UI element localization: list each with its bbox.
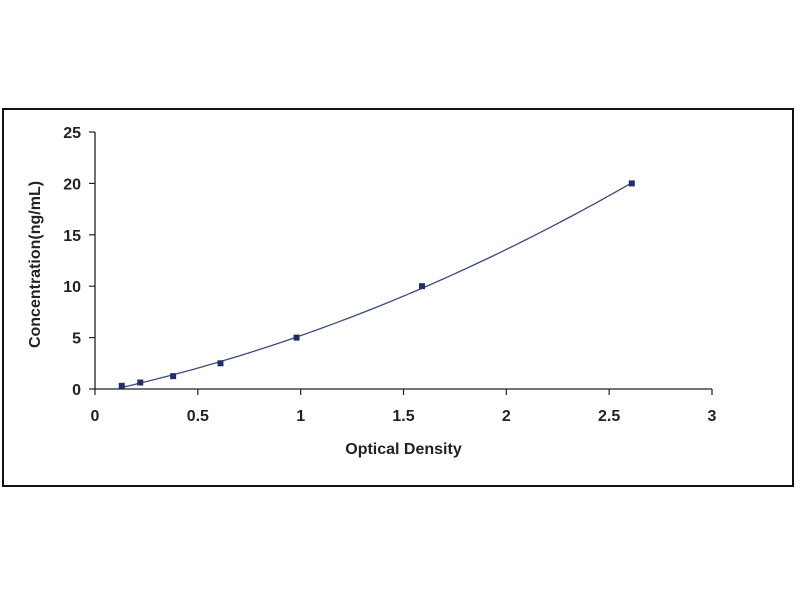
y-tick-label: 25 [63, 125, 81, 142]
data-point [419, 283, 426, 290]
chart-frame [2, 108, 794, 487]
data-points [118, 180, 635, 389]
data-point [170, 373, 177, 380]
y-tick-label: 0 [72, 382, 81, 399]
data-point [137, 379, 144, 386]
x-tick-label: 2 [502, 408, 511, 425]
data-point [118, 382, 125, 389]
fit-curve [121, 182, 633, 389]
x-tick-label: 3 [708, 408, 717, 425]
x-tick-label: 2.5 [598, 408, 620, 425]
data-point [628, 180, 635, 187]
x-tick-label: 0 [91, 408, 100, 425]
axes [94, 132, 712, 390]
x-axis-ticks: 0 0.5 1 1.5 2 2.5 3 [91, 389, 717, 425]
y-axis-ticks: 0 5 10 15 20 25 [63, 125, 95, 399]
y-tick-label: 20 [63, 176, 81, 193]
x-axis-title: Optical Density [345, 441, 462, 458]
data-point [217, 360, 224, 367]
y-tick-label: 5 [72, 331, 81, 348]
x-tick-label: 0.5 [187, 408, 209, 425]
data-point [293, 334, 300, 341]
y-tick-label: 15 [63, 228, 81, 245]
y-axis-title: Concentration(ng/mL) [27, 181, 44, 348]
x-tick-label: 1 [296, 408, 305, 425]
x-tick-label: 1.5 [392, 408, 414, 425]
y-tick-label: 10 [63, 279, 81, 296]
